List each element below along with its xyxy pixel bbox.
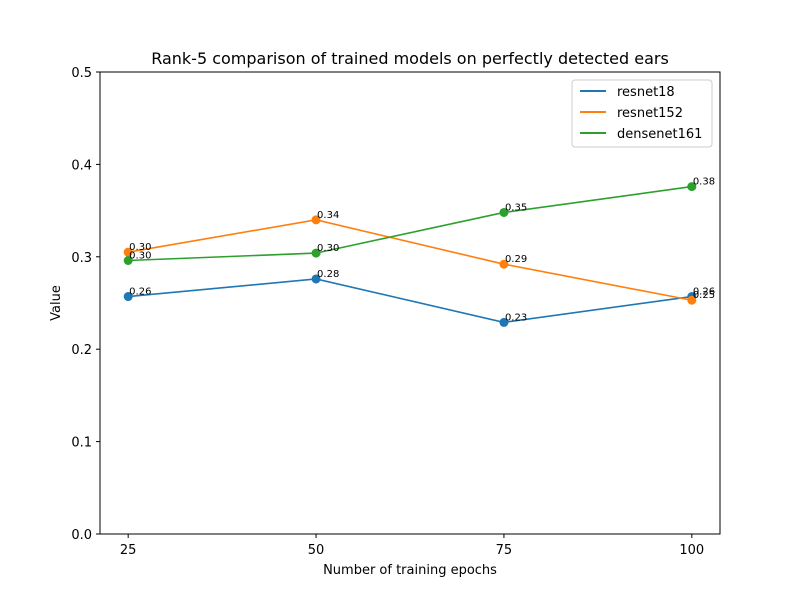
chart-title: Rank-5 comparison of trained models on p… bbox=[151, 49, 669, 68]
x-tick-label: 100 bbox=[679, 543, 704, 558]
plot-frame bbox=[99, 71, 721, 535]
data-label-densenet161: 0.30 bbox=[129, 250, 151, 261]
series-line-densenet161 bbox=[128, 185, 692, 262]
y-tick-label: 0.2 bbox=[71, 343, 92, 358]
data-label-densenet161: 0.30 bbox=[317, 243, 339, 254]
data-point-resnet152 bbox=[123, 247, 133, 257]
series-line-resnet152 bbox=[128, 219, 692, 302]
data-label-resnet152: 0.30 bbox=[129, 242, 151, 253]
x-axis-title: Number of training epochs bbox=[323, 563, 497, 578]
data-point-resnet18 bbox=[311, 274, 321, 284]
y-tick-label: 0.0 bbox=[71, 528, 92, 543]
data-point-resnet152 bbox=[311, 215, 321, 225]
data-point-densenet161 bbox=[123, 255, 133, 265]
data-point-resnet18 bbox=[499, 317, 509, 327]
data-point-resnet18 bbox=[123, 292, 133, 302]
series-line-resnet18 bbox=[128, 278, 692, 324]
plot-area: 0.0 0.1 0.2 0.3 0.4 0.5 25 50 75 100 0.26 0.28 0.23 0… bbox=[71, 66, 721, 558]
data-label-densenet161: 0.38 bbox=[693, 177, 715, 188]
data-point-resnet152 bbox=[499, 259, 509, 269]
y-axis-title: Value bbox=[49, 285, 64, 321]
data-label-resnet18: 0.23 bbox=[505, 312, 527, 323]
y-tick-label: 0.3 bbox=[71, 251, 92, 266]
data-point-densenet161 bbox=[499, 207, 509, 217]
legend-label-resnet152: resnet152 bbox=[617, 106, 683, 121]
legend: resnet18 resnet152 densenet161 bbox=[571, 79, 713, 148]
data-label-densenet161: 0.35 bbox=[505, 202, 527, 213]
data-label-resnet152: 0.29 bbox=[505, 254, 527, 265]
legend-label-densenet161: densenet161 bbox=[617, 127, 702, 142]
data-label-resnet18: 0.26 bbox=[693, 287, 715, 298]
y-tick-label: 0.1 bbox=[71, 436, 92, 451]
legend-label-resnet18: resnet18 bbox=[617, 85, 675, 100]
data-label-resnet152: 0.34 bbox=[317, 210, 339, 221]
x-tick-label: 50 bbox=[308, 543, 325, 558]
y-tick-label: 0.5 bbox=[71, 66, 92, 81]
data-label-resnet18: 0.28 bbox=[317, 269, 339, 280]
x-tick-label: 25 bbox=[120, 543, 137, 558]
data-point-resnet152 bbox=[687, 295, 697, 305]
data-label-resnet152: 0.25 bbox=[693, 290, 715, 301]
data-point-densenet161 bbox=[687, 182, 697, 192]
legend-box bbox=[571, 79, 713, 148]
data-point-densenet161 bbox=[311, 248, 321, 258]
y-tick-label: 0.4 bbox=[71, 158, 92, 173]
data-label-resnet18: 0.26 bbox=[129, 287, 151, 298]
x-tick-label: 75 bbox=[496, 543, 513, 558]
